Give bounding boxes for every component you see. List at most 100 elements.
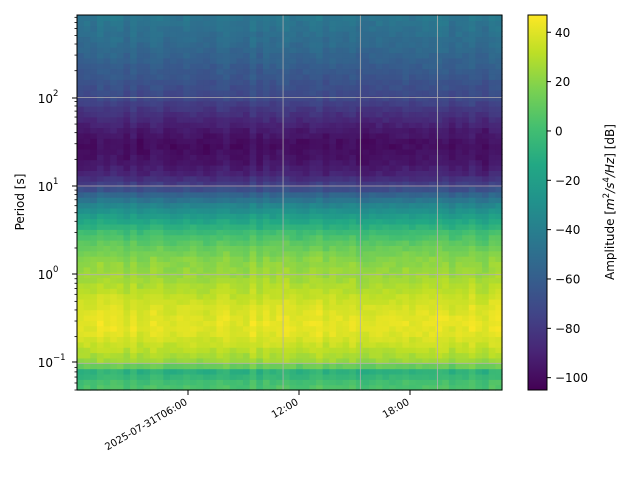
heatmap-cell bbox=[110, 186, 118, 193]
y-tick-group: 10 −1 10 0 10 1 10 2 bbox=[38, 89, 77, 370]
heatmap-cell bbox=[316, 347, 324, 354]
heatmap-cell bbox=[189, 79, 198, 86]
heatmap-cell bbox=[282, 79, 291, 86]
heatmap-cell bbox=[282, 15, 291, 21]
heatmap-cell bbox=[375, 363, 384, 370]
heatmap-cell bbox=[262, 347, 271, 354]
heatmap-cell bbox=[276, 148, 284, 155]
heatmap-cell bbox=[256, 207, 264, 214]
heatmap-cell bbox=[415, 384, 423, 391]
heatmap-cell bbox=[110, 213, 118, 220]
heatmap-cell bbox=[422, 159, 430, 166]
heatmap-cell bbox=[236, 127, 244, 134]
heatmap-cell bbox=[282, 122, 291, 129]
heatmap-cell bbox=[103, 336, 111, 343]
heatmap-cell bbox=[468, 207, 477, 214]
heatmap-cell bbox=[349, 272, 357, 279]
heatmap-cell bbox=[163, 36, 171, 43]
heatmap-cell bbox=[342, 298, 350, 305]
heatmap-cell bbox=[375, 309, 384, 316]
heatmap-cell bbox=[96, 15, 105, 21]
heatmap-cell bbox=[482, 143, 490, 150]
heatmap-cell bbox=[362, 288, 370, 295]
heatmap-cell bbox=[442, 261, 450, 268]
heatmap-cell bbox=[236, 240, 244, 246]
heatmap-cell bbox=[236, 309, 244, 316]
heatmap-cell bbox=[468, 68, 477, 75]
heatmap-cell bbox=[349, 282, 357, 289]
heatmap-cell bbox=[196, 186, 204, 193]
heatmap-cell bbox=[262, 288, 271, 295]
heatmap-cell bbox=[169, 363, 178, 370]
heatmap-cell bbox=[349, 191, 357, 198]
heatmap-cell bbox=[442, 245, 450, 252]
heatmap-cell bbox=[216, 277, 224, 284]
heatmap-cell bbox=[335, 363, 344, 370]
heatmap-cell bbox=[435, 20, 443, 27]
heatmap-cell bbox=[296, 272, 304, 279]
heatmap-cell bbox=[116, 277, 125, 284]
heatmap-cell bbox=[143, 90, 151, 96]
heatmap-cell bbox=[355, 154, 364, 161]
heatmap-cell bbox=[103, 261, 111, 268]
heatmap-cell bbox=[130, 373, 138, 380]
heatmap-cell bbox=[90, 52, 98, 59]
heatmap-cell bbox=[243, 352, 251, 359]
heatmap-cell bbox=[77, 127, 85, 134]
heatmap-cell bbox=[468, 31, 477, 38]
heatmap-cell bbox=[375, 384, 384, 391]
heatmap-cell bbox=[156, 218, 164, 225]
heatmap-cell bbox=[269, 288, 277, 295]
heatmap-cell bbox=[236, 47, 244, 54]
heatmap-cell bbox=[169, 341, 178, 348]
heatmap-cell bbox=[143, 266, 151, 273]
heatmap-cell bbox=[256, 379, 264, 386]
heatmap-cell bbox=[475, 288, 483, 295]
heatmap-cell bbox=[335, 282, 344, 289]
heatmap-cell bbox=[322, 47, 330, 54]
heatmap-cell bbox=[130, 218, 138, 225]
heatmap-cell bbox=[243, 181, 251, 188]
heatmap-cell bbox=[422, 41, 430, 48]
heatmap-cell bbox=[455, 90, 463, 96]
heatmap-cell bbox=[229, 143, 237, 150]
heatmap-cell bbox=[342, 116, 350, 123]
heatmap-cell bbox=[475, 31, 483, 38]
heatmap-cell bbox=[189, 293, 198, 300]
heatmap-cell bbox=[482, 256, 490, 263]
heatmap-cell bbox=[83, 341, 91, 348]
heatmap-cell bbox=[83, 229, 91, 236]
heatmap-cell bbox=[495, 336, 503, 343]
heatmap-cell bbox=[475, 320, 483, 327]
heatmap-cell bbox=[302, 320, 311, 327]
heatmap-cell bbox=[342, 100, 350, 107]
heatmap-cell bbox=[495, 218, 503, 225]
heatmap-cell bbox=[223, 25, 231, 32]
heatmap-cell bbox=[402, 320, 410, 327]
heatmap-cell bbox=[415, 90, 423, 96]
colorbar-tick-label: −100 bbox=[555, 371, 588, 385]
heatmap-cell bbox=[223, 250, 231, 257]
heatmap-cell bbox=[382, 293, 390, 300]
heatmap-cell bbox=[203, 363, 211, 370]
heatmap-cell bbox=[415, 111, 423, 118]
heatmap-cell bbox=[488, 256, 496, 263]
heatmap-cell bbox=[488, 341, 496, 348]
heatmap-cell bbox=[223, 352, 231, 359]
heatmap-cell bbox=[462, 357, 470, 364]
heatmap-cell bbox=[335, 256, 344, 263]
heatmap-cell bbox=[130, 68, 138, 75]
heatmap-cell bbox=[362, 175, 370, 182]
heatmap-cell bbox=[183, 52, 191, 59]
heatmap-cell bbox=[369, 79, 377, 86]
heatmap-cell bbox=[236, 347, 244, 354]
heatmap-cell bbox=[342, 148, 350, 155]
heatmap-cell bbox=[77, 95, 85, 102]
heatmap-cell bbox=[362, 159, 370, 166]
heatmap-cell bbox=[302, 229, 311, 236]
heatmap-cell bbox=[322, 138, 330, 145]
heatmap-cell bbox=[116, 384, 125, 391]
heatmap-cell bbox=[169, 282, 178, 289]
heatmap-cell bbox=[163, 68, 171, 75]
heatmap-cell bbox=[189, 315, 198, 321]
